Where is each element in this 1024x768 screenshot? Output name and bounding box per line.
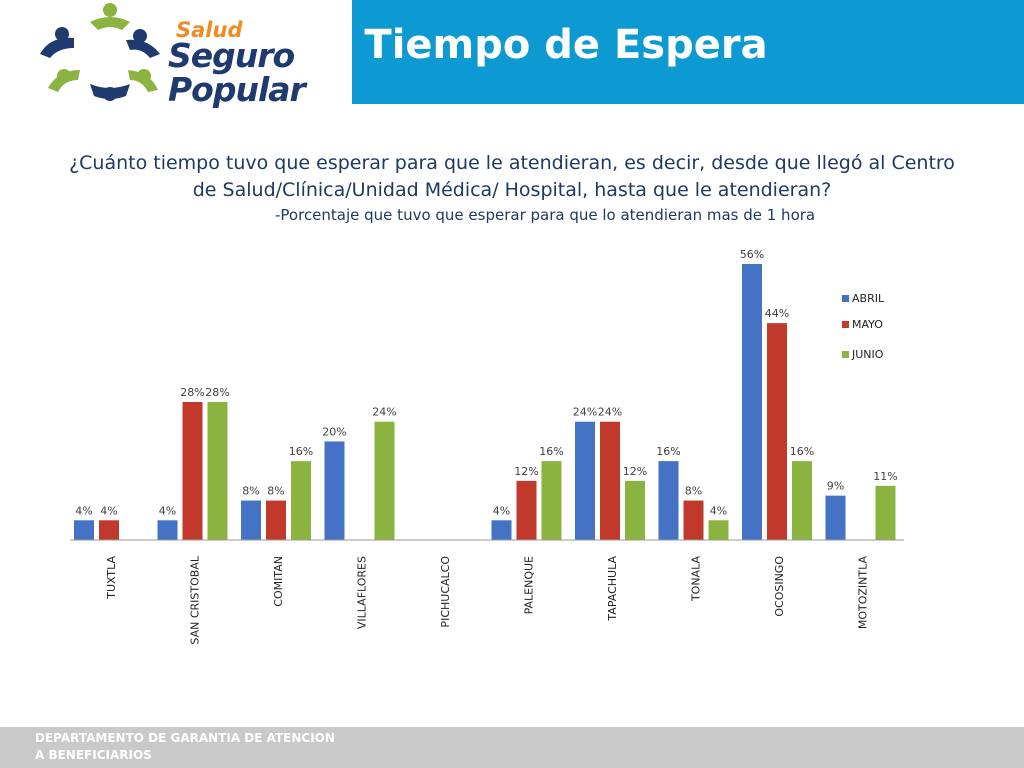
bar-mayo-san-cristobal (182, 402, 203, 540)
survey-question: ¿Cuánto tiempo tuvo que esperar para que… (69, 152, 955, 201)
bar-chart: 4% 4% 4%28% 28%8% 8%16%20%24%4%12%16%24% 24%1… (70, 248, 904, 645)
bar-junio-comitan (291, 461, 311, 540)
bar-abril-san-cristobal (157, 520, 178, 540)
value-label: 20% (322, 425, 346, 438)
value-label: 4% (159, 504, 176, 517)
value-label: 24% (372, 406, 396, 419)
bar-mayo-tuxtla (99, 520, 119, 540)
chart-legend: ABRIL MAYO JUNIO (842, 292, 885, 361)
bar-junio-villaflores (374, 421, 395, 540)
bar-junio-ocosingo (792, 461, 812, 540)
category-label: PICHUCALCO (439, 556, 452, 628)
bar-junio-san-cristobal (207, 402, 228, 540)
logo-seguro-text: Seguro (168, 36, 295, 75)
bar-junio-tapachula (625, 480, 645, 540)
value-label: 4% (493, 504, 510, 517)
bar-abril-villaflores (324, 441, 345, 540)
value-label: 8% (242, 485, 259, 498)
footer-line-2: A BENEFICIARIOS (35, 748, 152, 762)
legend-swatch-junio (842, 351, 849, 358)
value-label: 9% (827, 480, 844, 493)
value-label: 28% (205, 386, 229, 399)
bar-mayo-ocosingo (767, 323, 787, 540)
people-circle-icon (40, 3, 160, 101)
category-label: SAN CRISTOBAL (189, 555, 202, 644)
value-label: 28% (180, 386, 204, 399)
value-label: 4% (100, 504, 117, 517)
value-label: 8% (685, 485, 702, 498)
legend-swatch-mayo (842, 321, 849, 328)
category-labels-layer: TUXTLA SAN CRISTOBAL COMITAN VILLAFLORES PIC… (105, 555, 870, 644)
category-label: TUXTLA (105, 556, 118, 600)
value-labels-layer: 4% 4% 4%28% 28%8% 8%16%20%24%4%12%16%24% 24%1… (75, 248, 897, 517)
bar-abril-motozintla (825, 495, 846, 540)
bar-junio-palenque (541, 461, 562, 540)
bar-mayo-palenque (516, 480, 537, 540)
logo-salud-text: Salud (176, 18, 243, 42)
legend-swatch-abril (842, 295, 849, 302)
category-label: TONALA (690, 556, 703, 603)
bar-mayo-tapachula (600, 421, 620, 540)
bar-mayo-tonala (683, 500, 704, 540)
footer-bar: DEPARTAMENTO DE GARANTIA DE ATENCION A B… (0, 727, 1024, 768)
category-label: VILLAFLORES (356, 556, 369, 629)
value-label: 16% (289, 445, 313, 458)
bar-abril-ocosingo (742, 264, 762, 540)
value-label: 4% (710, 504, 727, 517)
bar-abril-tapachula (575, 421, 595, 540)
bar-abril-comitan (241, 500, 261, 540)
bar-junio-tonala (708, 520, 729, 540)
footer-line-1: DEPARTAMENTO DE GARANTIA DE ATENCION (35, 731, 335, 745)
bars-layer (74, 264, 896, 540)
category-label: OCOSINGO (773, 556, 786, 617)
value-label: 44% (765, 307, 789, 320)
bar-mayo-comitan (266, 500, 286, 540)
value-label: 16% (656, 445, 680, 458)
value-label: 24% (573, 406, 597, 419)
logo-popular-text: Popular (168, 70, 306, 109)
value-label: 12% (514, 465, 538, 478)
value-label: 16% (790, 445, 814, 458)
bar-abril-tuxtla (74, 520, 94, 540)
bar-abril-palenque (491, 520, 512, 540)
value-label: 24% (598, 406, 622, 419)
legend-label-mayo: MAYO (852, 318, 883, 331)
chart-subtitle: -Porcentaje que tuvo que esperar para qu… (275, 206, 816, 224)
legend-label-abril: ABRIL (852, 292, 885, 305)
value-label: 8% (267, 485, 284, 498)
value-label: 4% (75, 504, 92, 517)
title-bar: Tiempo de Espera (352, 0, 1024, 104)
category-label: PALENQUE (523, 556, 536, 614)
logo: Salud Seguro Popular (0, 0, 352, 109)
value-label: 56% (740, 248, 764, 261)
category-label: COMITAN (272, 556, 285, 607)
bar-junio-motozintla (875, 485, 896, 540)
value-label: 12% (623, 465, 647, 478)
value-label: 16% (539, 445, 563, 458)
legend-label-junio: JUNIO (851, 348, 884, 361)
bar-abril-tonala (658, 461, 679, 540)
category-label: MOTOZINTLA (857, 556, 870, 630)
page-title: Tiempo de Espera (364, 22, 768, 68)
value-label: 11% (873, 470, 897, 483)
category-label: TAPACHULA (606, 556, 619, 622)
